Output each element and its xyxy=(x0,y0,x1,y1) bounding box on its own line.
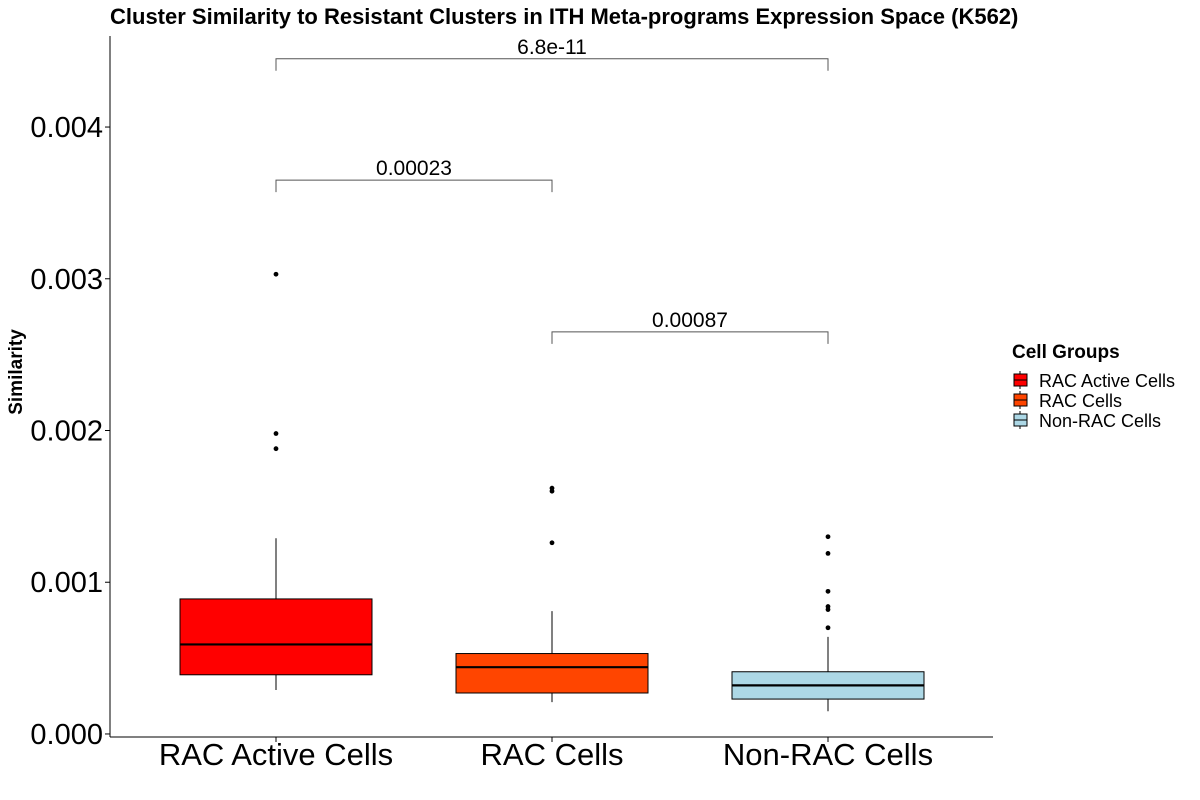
plot-area: 6.8e-11 0.00023 0.00087 xyxy=(179,36,925,712)
y-axis-label: Similarity xyxy=(6,329,27,415)
x-tick-label: RAC Active Cells xyxy=(159,737,393,772)
legend-entry: RAC Cells xyxy=(1013,391,1122,411)
box-group xyxy=(455,485,649,703)
y-tick-label: 0.001 xyxy=(30,567,103,599)
significance-bracket: 6.8e-11 xyxy=(275,36,829,71)
bracket-line xyxy=(275,58,829,71)
outlier-point xyxy=(273,271,279,277)
bracket-line xyxy=(551,331,829,344)
outlier-point xyxy=(273,431,279,436)
y-tick-label: 0.000 xyxy=(30,719,103,751)
box-group xyxy=(179,271,373,690)
chart-title: Cluster Similarity to Resistant Clusters… xyxy=(110,4,1018,29)
p-value-label: 6.8e-11 xyxy=(517,36,587,59)
box xyxy=(179,598,373,676)
y-tick-label: 0.004 xyxy=(30,112,103,144)
outlier-point xyxy=(549,540,555,546)
outlier-point xyxy=(825,604,831,609)
y-tick-label: 0.002 xyxy=(30,416,103,448)
x-tick-label: RAC Cells xyxy=(481,737,624,772)
y-tick-label: 0.003 xyxy=(30,264,103,296)
bracket-line xyxy=(275,179,553,193)
legend-label: Non-RAC Cells xyxy=(1039,411,1161,431)
outlier-point xyxy=(825,534,831,540)
significance-bracket: 0.00023 xyxy=(275,157,553,193)
outlier-point xyxy=(825,588,831,594)
significance-bracket: 0.00087 xyxy=(551,309,829,344)
outlier-point xyxy=(549,485,555,491)
outlier-point xyxy=(825,551,831,556)
legend-entry: RAC Active Cells xyxy=(1013,371,1175,391)
p-value-label: 0.00023 xyxy=(376,157,452,180)
legend-label: RAC Active Cells xyxy=(1039,371,1175,391)
legend-label: RAC Cells xyxy=(1039,391,1122,411)
legend-entry: Non-RAC Cells xyxy=(1013,411,1161,431)
p-value-label: 0.00087 xyxy=(652,309,728,332)
x-tick-label: Non-RAC Cells xyxy=(723,737,933,772)
outlier-point xyxy=(273,446,279,452)
box-group xyxy=(731,534,925,712)
legend-title: Cell Groups xyxy=(1012,342,1120,363)
outlier-point xyxy=(825,625,831,631)
box xyxy=(455,653,649,694)
